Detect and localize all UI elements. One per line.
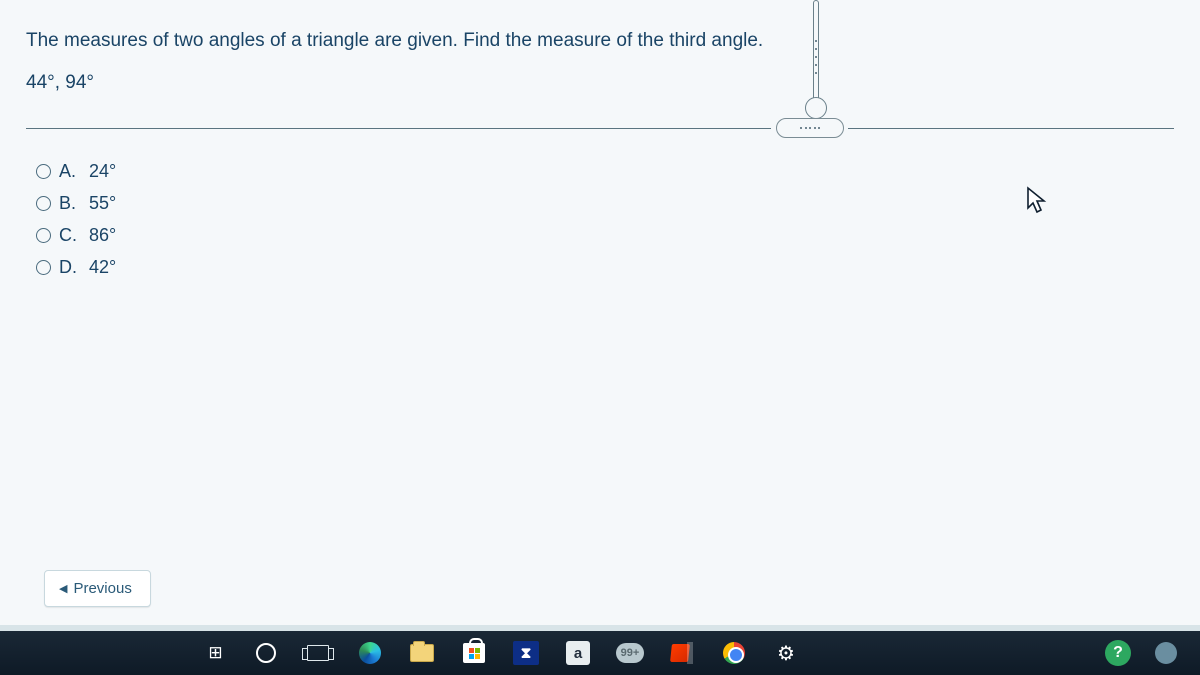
help-icon: ? (1105, 640, 1131, 666)
radio-icon[interactable] (36, 164, 51, 179)
store-icon (463, 643, 485, 663)
option-value: 55° (89, 193, 116, 214)
notification-badge[interactable]: 99+ (616, 639, 644, 667)
option-letter: C. (59, 225, 81, 246)
option-c[interactable]: C. 86° (36, 220, 1174, 252)
option-value: 24° (89, 161, 116, 182)
question-prompt: The measures of two angles of a triangle… (26, 28, 786, 54)
cortana-circle-icon (256, 643, 276, 663)
gear-icon: ⚙ (777, 641, 795, 666)
folder-icon (410, 644, 434, 662)
task-view-icon (307, 645, 329, 661)
task-view-button[interactable] (304, 639, 332, 667)
help-button[interactable]: ? (1104, 639, 1132, 667)
windows-taskbar: ⊞ ⧗ a 99+ ⚙ ? (0, 631, 1200, 675)
dropbox-icon: ⧗ (513, 641, 539, 665)
edge-icon (359, 642, 381, 664)
amazon-icon: a (566, 641, 590, 665)
quiz-panel: The measures of two angles of a triangle… (0, 0, 1200, 625)
option-value: 42° (89, 257, 116, 278)
badge-count: 99+ (616, 643, 644, 663)
cursor-pointer-icon (1026, 186, 1050, 216)
option-value: 86° (89, 225, 116, 246)
question-given-values: 44°, 94° (26, 72, 1174, 94)
progress-thermometer-icon (805, 0, 827, 128)
divider-row (26, 120, 1174, 138)
file-explorer-button[interactable] (408, 639, 436, 667)
previous-button-label: Previous (73, 580, 131, 597)
office-button[interactable] (668, 639, 696, 667)
chrome-icon (723, 642, 745, 664)
answer-options: A. 24° B. 55° C. 86° D. 42° (26, 156, 1174, 284)
drag-handle-icon[interactable] (776, 118, 844, 138)
taskbar-right: ? (1104, 639, 1200, 667)
microsoft-store-button[interactable] (460, 639, 488, 667)
previous-button[interactable]: ◀ Previous (44, 570, 151, 607)
option-letter: D. (59, 257, 81, 278)
radio-icon[interactable] (36, 196, 51, 211)
account-button[interactable] (1152, 639, 1180, 667)
option-letter: B. (59, 193, 81, 214)
edge-browser-button[interactable] (356, 639, 384, 667)
radio-icon[interactable] (36, 260, 51, 275)
caret-left-icon: ◀ (59, 582, 67, 595)
amazon-button[interactable]: a (564, 639, 592, 667)
dropbox-button[interactable]: ⧗ (512, 639, 540, 667)
cortana-button[interactable] (252, 639, 280, 667)
chrome-button[interactable] (720, 639, 748, 667)
option-b[interactable]: B. 55° (36, 188, 1174, 220)
settings-button[interactable]: ⚙ (772, 639, 800, 667)
person-icon (1155, 642, 1177, 664)
option-letter: A. (59, 161, 81, 182)
radio-icon[interactable] (36, 228, 51, 243)
option-a[interactable]: A. 24° (36, 156, 1174, 188)
option-d[interactable]: D. 42° (36, 252, 1174, 284)
start-button[interactable]: ⊞ (200, 639, 228, 667)
windows-logo-icon: ⊞ (208, 643, 219, 663)
office-icon (671, 642, 693, 664)
